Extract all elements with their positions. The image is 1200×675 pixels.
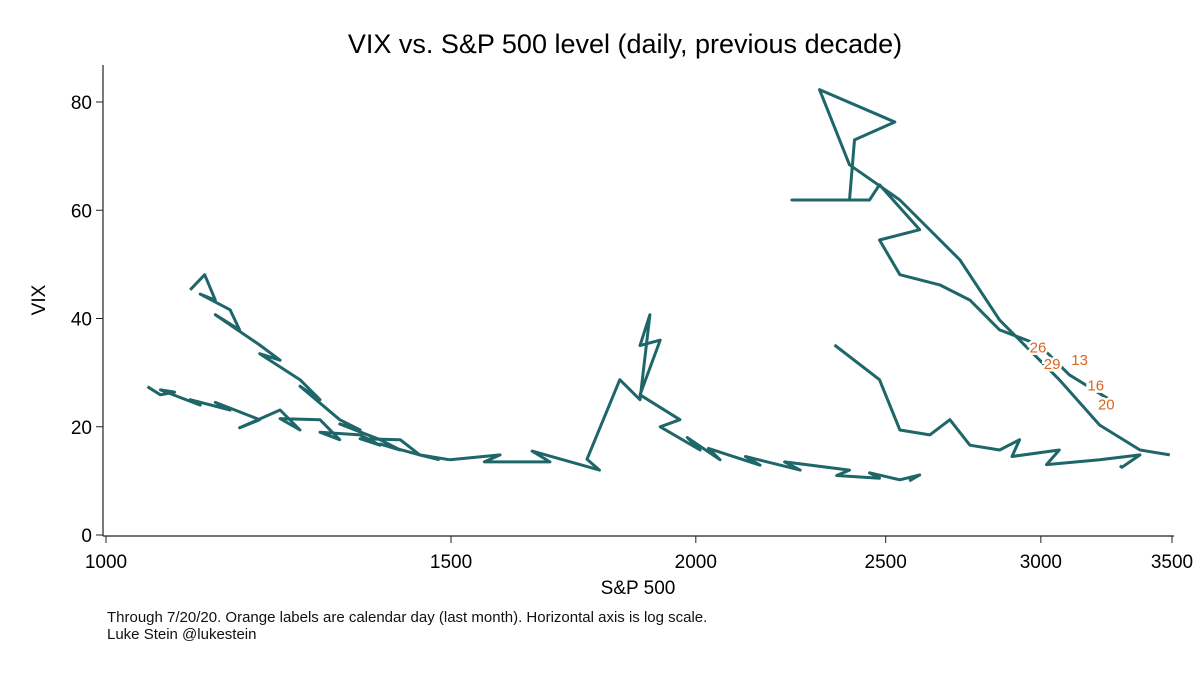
x-tick-label: 2000 <box>675 552 717 573</box>
y-tick-label: 20 <box>71 418 92 439</box>
day-label: 16 <box>1087 378 1104 395</box>
y-axis-label: VIX <box>29 284 50 315</box>
series-line-2020 <box>790 88 1171 457</box>
y-tick-label: 40 <box>71 310 92 331</box>
series-line-2013-2017 <box>449 313 922 483</box>
y-tick-label: 80 <box>71 93 92 114</box>
x-tick-label: 3500 <box>1151 552 1193 573</box>
chart-title: VIX vs. S&P 500 level (daily, previous d… <box>348 29 902 59</box>
y-ticks: 0 20 40 60 80 <box>71 93 103 547</box>
footnote: Through 7/20/20. Orange labels are calen… <box>107 609 708 626</box>
series-line-2018-2019 <box>833 343 1142 469</box>
day-label: 29 <box>1044 356 1061 373</box>
x-tick-label: 1500 <box>430 552 472 573</box>
day-label: 13 <box>1071 352 1088 369</box>
series-line-2010-2011 <box>146 385 440 462</box>
x-tick-label: 1000 <box>85 552 127 573</box>
series-lines <box>146 88 1171 483</box>
series-line-2011-2012 <box>189 273 451 462</box>
day-label: 20 <box>1098 396 1115 413</box>
y-tick-label: 60 <box>71 201 92 222</box>
day-label: 26 <box>1030 340 1047 357</box>
x-tick-label: 2500 <box>865 552 907 573</box>
x-tick-label: 3000 <box>1020 552 1062 573</box>
y-tick-label: 0 <box>81 526 92 547</box>
x-ticks: 1000 1500 2000 2500 3000 3500 <box>85 536 1193 573</box>
x-axis-label: S&P 500 <box>601 578 676 599</box>
credit: Luke Stein @lukestein <box>107 626 257 643</box>
